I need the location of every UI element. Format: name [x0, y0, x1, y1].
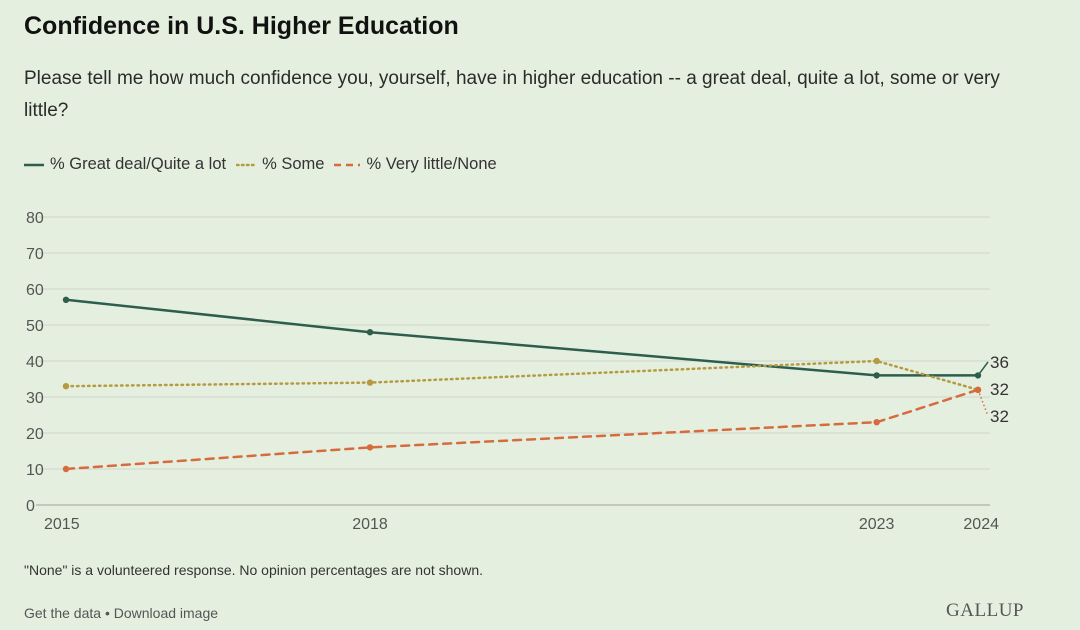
x-tick-label-2015: 2015 — [44, 516, 80, 533]
legend-swatch-dotted-icon — [236, 163, 259, 166]
end-label-leader-0 — [977, 361, 989, 376]
get-data-link[interactable]: Get the data — [24, 605, 102, 621]
legend-item-some: % Some — [236, 155, 324, 174]
y-tick-label-10: 10 — [26, 462, 44, 479]
end-label-0: 36 — [990, 353, 1009, 372]
footer-links: Get the data • Download image — [24, 605, 218, 621]
legend-swatch-dashed-icon — [334, 163, 361, 166]
data-point-s0-2018 — [366, 329, 374, 336]
legend-item-great-deal: % Great deal/Quite a lot — [24, 155, 226, 174]
end-label-2: 32 — [990, 407, 1009, 426]
series-line-2 — [64, 388, 980, 471]
data-point-s0-2015 — [62, 296, 70, 303]
end-label-1: 32 — [990, 380, 1009, 399]
y-tick-label-40: 40 — [26, 354, 44, 371]
y-tick-label-20: 20 — [26, 426, 44, 443]
x-tick-label-2018: 2018 — [352, 516, 388, 533]
data-point-s2-2018 — [366, 444, 374, 451]
legend-item-very-little: % Very little/None — [334, 155, 497, 174]
legend: % Great deal/Quite a lot % Some % Very l… — [24, 155, 507, 174]
series-line-1 — [64, 359, 980, 392]
y-tick-label-60: 60 — [26, 282, 44, 299]
x-tick-label-2023: 2023 — [859, 516, 895, 533]
legend-swatch-solid-icon — [24, 163, 44, 166]
footnote: "None" is a volunteered response. No opi… — [24, 562, 484, 578]
data-point-s1-2015 — [62, 383, 70, 390]
series-line-0 — [64, 298, 980, 377]
y-tick-label-70: 70 — [26, 246, 44, 263]
chart-title: Confidence in U.S. Higher Education — [24, 12, 459, 40]
data-point-s1-2023 — [873, 357, 880, 365]
end-label-leader-2 — [977, 389, 989, 417]
data-point-s1-2018 — [366, 379, 374, 386]
y-tick-label-30: 30 — [26, 390, 44, 407]
y-tick-label-50: 50 — [26, 318, 44, 335]
legend-label-some: % Some — [262, 155, 325, 173]
y-tick-label-80: 80 — [26, 210, 44, 227]
chart-subtitle: Please tell me how much confidence you, … — [24, 68, 1000, 121]
data-point-s0-2023 — [873, 372, 880, 379]
footer-separator: • — [101, 605, 114, 621]
data-point-s2-2015 — [62, 465, 70, 473]
legend-label-very-little: % Very little/None — [366, 155, 497, 173]
x-tick-label-2024: 2024 — [963, 516, 999, 533]
gallup-logo: GALLUP — [946, 600, 1024, 621]
download-image-link[interactable]: Download image — [113, 605, 219, 621]
legend-label-great-deal: % Great deal/Quite a lot — [50, 155, 227, 173]
data-point-s2-2023 — [873, 419, 880, 426]
y-tick-label-0: 0 — [26, 498, 35, 515]
